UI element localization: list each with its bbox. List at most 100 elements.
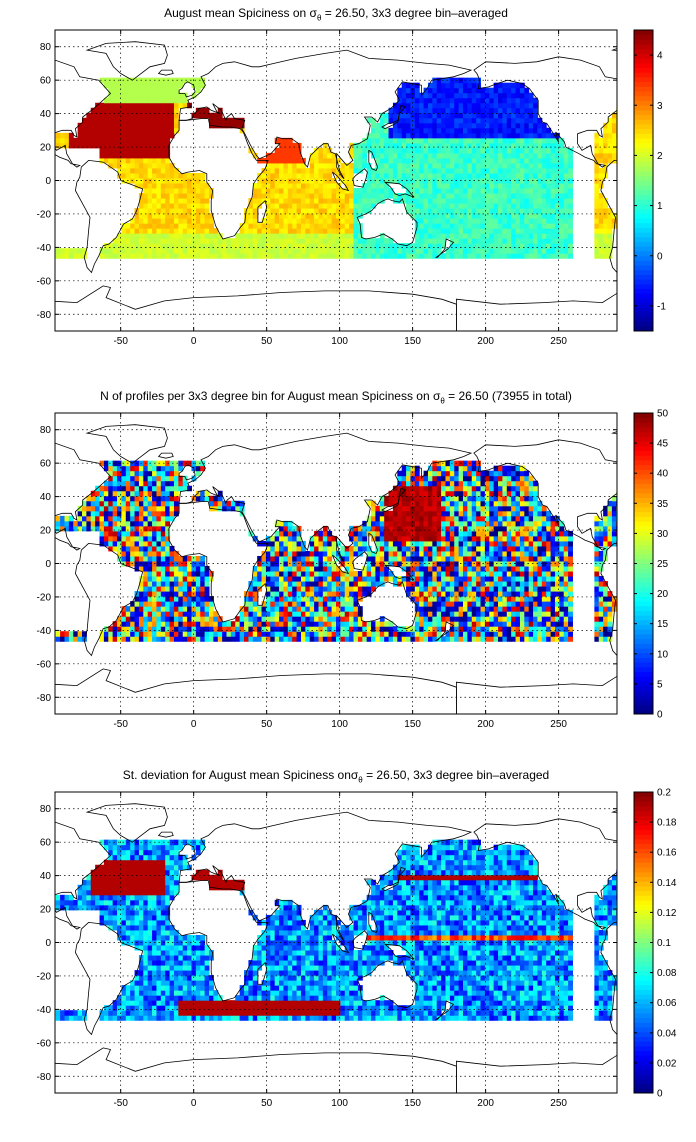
data-cell xyxy=(275,158,280,164)
data-cell xyxy=(165,128,170,134)
colorbar-step xyxy=(634,218,653,223)
data-cell xyxy=(520,163,525,169)
data-cell xyxy=(332,243,337,249)
data-cell xyxy=(253,223,258,229)
data-cell xyxy=(454,203,459,209)
data-cell xyxy=(135,93,140,99)
data-cell xyxy=(121,486,126,492)
data-cell xyxy=(406,253,411,259)
data-cell xyxy=(406,536,411,542)
data-cell xyxy=(424,501,429,507)
colorbar-step xyxy=(634,105,653,110)
data-cell xyxy=(104,536,109,542)
data-cell xyxy=(542,193,547,199)
data-cell xyxy=(104,153,109,159)
data-cell xyxy=(121,93,126,99)
data-cell xyxy=(301,243,306,249)
data-cell xyxy=(108,158,113,164)
data-cell xyxy=(437,466,442,472)
data-cell xyxy=(262,248,267,254)
data-cell xyxy=(135,471,140,477)
data-cell xyxy=(318,153,323,159)
data-cell xyxy=(354,611,359,617)
data-cell xyxy=(415,566,420,572)
data-cell xyxy=(463,248,468,254)
data-cell xyxy=(498,198,503,204)
data-cell xyxy=(200,556,205,562)
data-cell xyxy=(454,188,459,194)
data-cell xyxy=(494,223,499,229)
data-cell xyxy=(161,506,166,512)
data-cell xyxy=(170,233,175,239)
data-cell xyxy=(292,626,297,632)
data-cell xyxy=(156,228,161,234)
data-cell xyxy=(415,576,420,582)
data-cell xyxy=(546,243,551,249)
data-cell xyxy=(253,233,258,239)
data-cell xyxy=(336,601,341,607)
data-cell xyxy=(248,238,253,244)
data-cell xyxy=(152,501,157,507)
data-cell xyxy=(494,218,499,224)
data-cell xyxy=(349,611,354,617)
data-cell xyxy=(463,133,468,139)
data-cell xyxy=(472,218,477,224)
data-cell xyxy=(314,571,319,577)
data-cell xyxy=(139,541,144,547)
data-cell xyxy=(323,188,328,194)
data-cell xyxy=(524,103,529,109)
data-cell xyxy=(516,103,521,109)
data-cell xyxy=(126,133,131,139)
data-cell xyxy=(130,238,135,244)
data-cell xyxy=(441,566,446,572)
data-cell xyxy=(546,188,551,194)
data-cell xyxy=(279,536,284,542)
data-cell xyxy=(156,148,161,154)
data-cell xyxy=(542,138,547,144)
data-cell xyxy=(327,621,332,627)
data-cell xyxy=(397,133,402,139)
colorbar-step xyxy=(634,152,653,157)
data-cell xyxy=(380,163,385,169)
data-cell xyxy=(406,198,411,204)
data-cell xyxy=(450,208,455,214)
data-cell xyxy=(406,636,411,642)
data-cell xyxy=(183,601,188,607)
data-cell xyxy=(428,581,433,587)
colorbar-step xyxy=(634,199,653,204)
data-cell xyxy=(472,103,477,109)
data-cell xyxy=(340,626,345,632)
data-cell xyxy=(419,601,424,607)
data-cell xyxy=(406,123,411,129)
data-cell xyxy=(279,591,284,597)
data-cell xyxy=(428,571,433,577)
data-cell xyxy=(454,243,459,249)
data-cell xyxy=(323,556,328,562)
data-cell xyxy=(165,471,170,477)
data-cell xyxy=(135,606,140,612)
data-cell xyxy=(170,98,175,104)
data-cell xyxy=(60,248,65,254)
data-cell xyxy=(82,143,87,149)
data-cell xyxy=(60,521,65,527)
data-cell xyxy=(354,616,359,622)
data-cell xyxy=(148,153,153,159)
data-cell xyxy=(86,128,91,134)
data-cell xyxy=(310,631,315,637)
data-cell xyxy=(445,566,450,572)
colorbar-tick-label: 3 xyxy=(657,101,663,112)
data-cell xyxy=(187,566,192,572)
x-tick-label: 50 xyxy=(261,336,273,347)
data-cell xyxy=(165,506,170,512)
data-cell xyxy=(135,88,140,94)
data-cell xyxy=(476,98,481,104)
data-cell xyxy=(428,93,433,99)
data-cell xyxy=(476,123,481,129)
data-cell xyxy=(244,631,249,637)
data-cell xyxy=(551,148,556,154)
data-cell xyxy=(152,83,157,89)
data-cell xyxy=(196,248,201,254)
data-cell xyxy=(270,556,275,562)
data-cell xyxy=(327,591,332,597)
data-cell xyxy=(371,143,376,149)
